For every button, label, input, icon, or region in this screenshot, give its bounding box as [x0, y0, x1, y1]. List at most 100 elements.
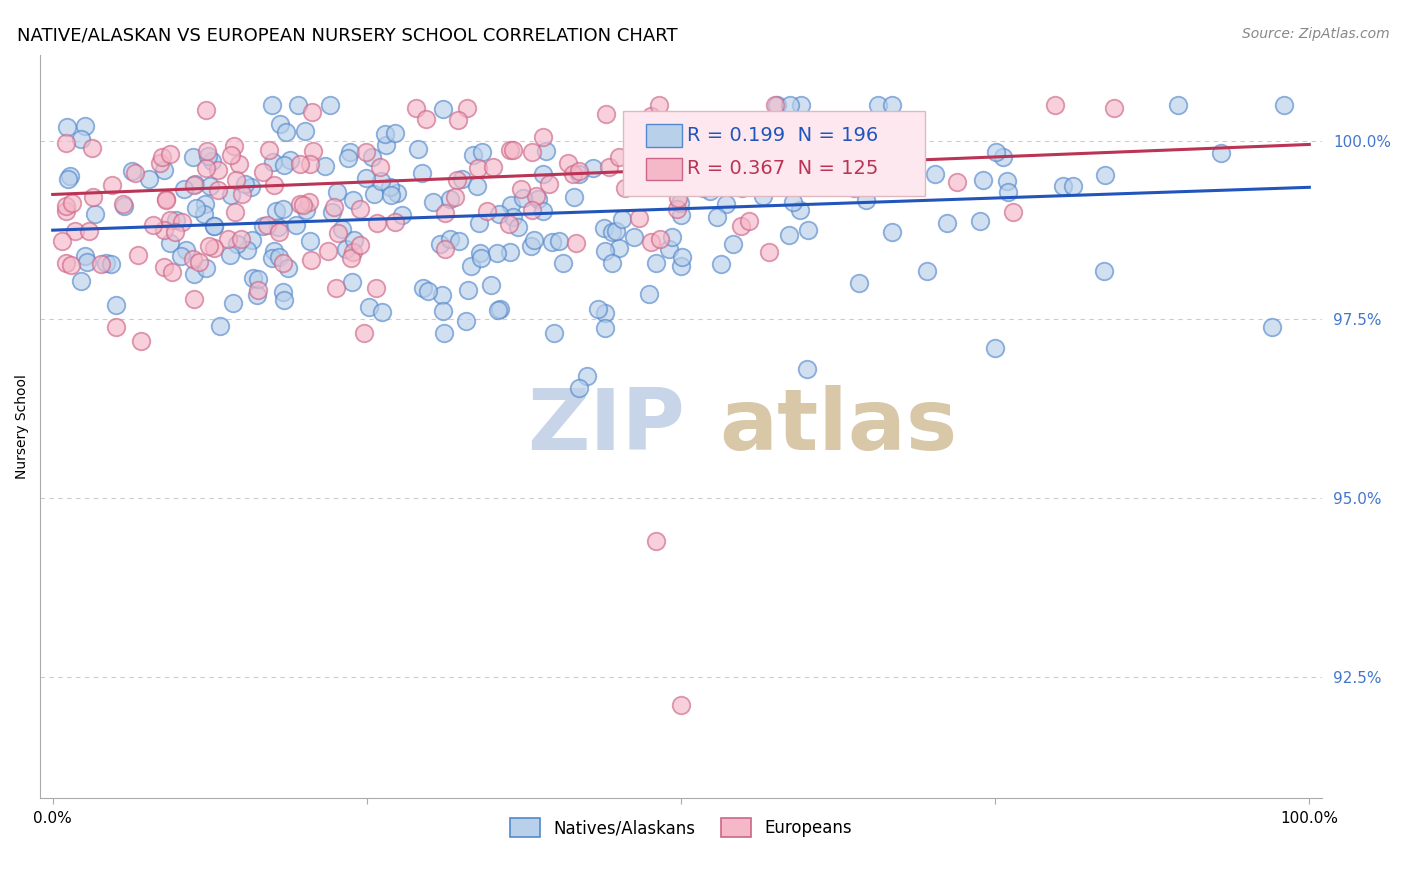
Point	[339, 145, 361, 160]
Point	[439, 192, 461, 206]
Point	[384, 126, 406, 140]
Point	[1102, 101, 1125, 115]
Point	[121, 164, 143, 178]
Point	[242, 271, 264, 285]
Point	[557, 156, 579, 170]
Point	[502, 210, 524, 224]
Point	[405, 101, 427, 115]
Point	[443, 189, 465, 203]
Point	[288, 157, 311, 171]
Point	[84, 206, 107, 220]
Point	[1094, 168, 1116, 182]
Point	[456, 314, 478, 328]
Point	[69, 132, 91, 146]
Point	[170, 215, 193, 229]
Point	[669, 195, 692, 210]
Text: R = 0.199  N = 196: R = 0.199 N = 196	[688, 126, 879, 145]
Point	[186, 201, 208, 215]
Point	[432, 304, 454, 318]
Point	[77, 224, 100, 238]
Point	[406, 142, 429, 156]
Point	[915, 264, 938, 278]
Point	[252, 164, 274, 178]
Point	[359, 300, 381, 314]
Point	[384, 215, 406, 229]
Point	[433, 242, 456, 256]
Point	[593, 305, 616, 319]
Point	[314, 159, 336, 173]
Point	[669, 259, 692, 273]
Point	[432, 287, 454, 301]
Point	[489, 302, 512, 317]
Point	[813, 155, 835, 169]
Point	[645, 255, 668, 269]
Point	[607, 150, 630, 164]
Point	[58, 172, 80, 186]
Point	[946, 175, 969, 189]
Point	[995, 174, 1018, 188]
Point	[159, 147, 181, 161]
Point	[219, 188, 242, 202]
Point	[262, 251, 284, 265]
Point	[477, 203, 499, 218]
Point	[330, 222, 353, 236]
Point	[782, 195, 804, 210]
Point	[605, 224, 627, 238]
Point	[75, 249, 97, 263]
Text: NATIVE/ALASKAN VS EUROPEAN NURSERY SCHOOL CORRELATION CHART: NATIVE/ALASKAN VS EUROPEAN NURSERY SCHOO…	[17, 27, 678, 45]
Point	[363, 186, 385, 201]
Point	[935, 216, 957, 230]
Point	[70, 274, 93, 288]
Point	[633, 118, 655, 132]
Point	[730, 219, 752, 234]
Point	[73, 119, 96, 133]
Point	[1045, 98, 1067, 112]
Point	[202, 219, 225, 233]
Point	[316, 244, 339, 259]
Point	[370, 160, 392, 174]
Point	[553, 256, 575, 270]
Point	[276, 125, 298, 139]
Point	[648, 98, 671, 112]
Point	[512, 191, 534, 205]
Point	[366, 216, 388, 230]
Point	[446, 173, 468, 187]
Point	[194, 260, 217, 275]
Point	[855, 193, 877, 207]
Point	[323, 200, 346, 214]
Point	[676, 156, 699, 170]
Point	[482, 160, 505, 174]
Point	[432, 102, 454, 116]
Point	[183, 293, 205, 307]
Point	[997, 186, 1019, 200]
Point	[796, 362, 818, 376]
Point	[451, 171, 474, 186]
Point	[488, 207, 510, 221]
Point	[675, 180, 697, 194]
Point	[193, 207, 215, 221]
Point	[298, 156, 321, 170]
Point	[76, 254, 98, 268]
Point	[609, 241, 631, 255]
Point	[891, 128, 914, 142]
Point	[259, 143, 281, 157]
Point	[499, 198, 522, 212]
Point	[643, 136, 665, 151]
Point	[290, 197, 312, 211]
Point	[267, 225, 290, 239]
Point	[273, 158, 295, 172]
Point	[224, 204, 246, 219]
Point	[531, 168, 554, 182]
Point	[533, 130, 555, 145]
Point	[600, 256, 623, 270]
Point	[326, 186, 349, 200]
Point	[173, 182, 195, 196]
Point	[183, 267, 205, 281]
Point	[627, 211, 650, 225]
Point	[540, 235, 562, 249]
Point	[285, 218, 308, 232]
Point	[586, 302, 609, 317]
Point	[548, 234, 571, 248]
Point	[195, 144, 218, 158]
Point	[534, 144, 557, 158]
